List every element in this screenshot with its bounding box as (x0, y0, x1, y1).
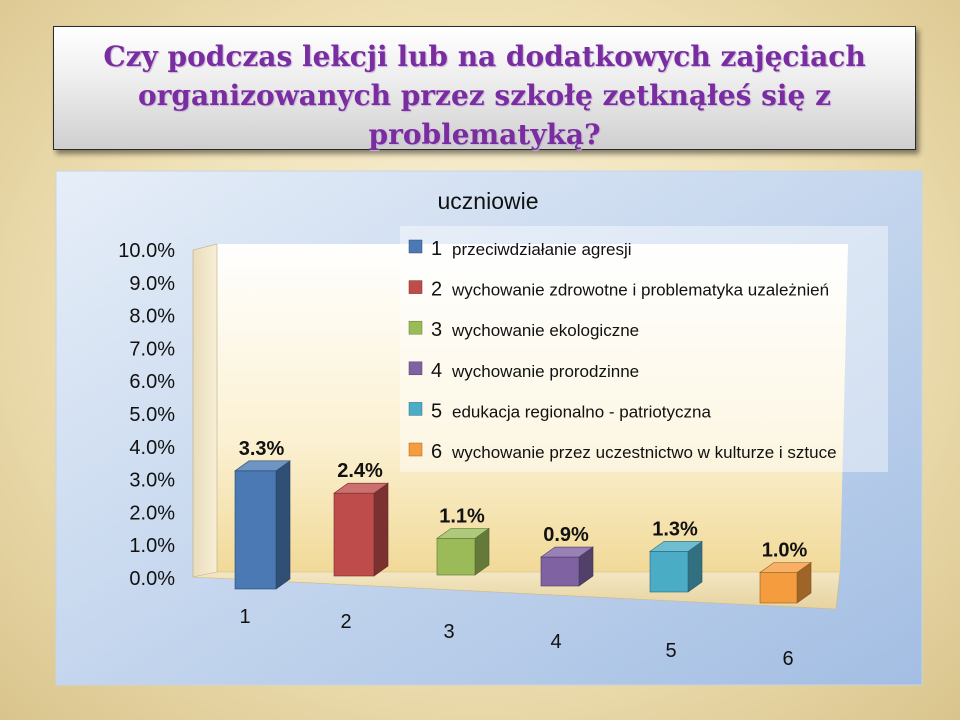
legend-swatch (408, 280, 423, 294)
bar-top (234, 460, 291, 472)
y-tick-label: 7.0% (129, 338, 175, 360)
bar-top (436, 528, 490, 539)
legend-backdrop (400, 226, 888, 472)
x-tick-label: 3 (443, 621, 454, 643)
y-tick-label: 4.0% (129, 437, 175, 459)
data-label: 1.3% (652, 518, 698, 540)
legend-key: 4 (431, 360, 442, 382)
legend-label: wychowanie ekologiczne (451, 321, 639, 340)
bar (540, 556, 580, 587)
x-tick-label: 6 (782, 648, 793, 670)
x-tick-label: 2 (340, 611, 351, 633)
legend-label: wychowanie przez uczestnictwo w kulturze… (451, 443, 837, 462)
bar-top (759, 562, 812, 573)
legend-swatch (408, 239, 423, 254)
legend-key: 3 (431, 319, 442, 341)
y-tick-label: 0.0% (129, 568, 175, 590)
bar-side (373, 482, 389, 577)
legend-swatch (408, 320, 423, 335)
y-axis: 0.0% 1.0% 2.0% 3.0% 4.0% 5.0% 6.0% 7.0% 8.0% 9.0%… (118, 240, 175, 590)
legend-label: przeciwdziałanie agresji (452, 240, 632, 259)
y-tick-label: 9.0% (129, 273, 175, 295)
data-label: 3.3% (239, 438, 285, 460)
bar (234, 470, 277, 590)
chart-title: uczniowie (438, 188, 539, 214)
y-tick-label: 10.0% (118, 240, 175, 262)
legend-key: 1 (431, 238, 442, 260)
legend-key: 5 (431, 400, 442, 422)
bar (333, 492, 375, 577)
legend-label: wychowanie zdrowotne i problematyka uzal… (451, 281, 829, 300)
y-tick-label: 6.0% (129, 371, 175, 393)
x-axis: 1 2 3 4 5 6 (239, 606, 793, 670)
data-label: 1.1% (439, 505, 485, 527)
legend-swatch (408, 361, 423, 376)
y-tick-label: 3.0% (129, 470, 175, 492)
bar (649, 551, 689, 593)
bar-side (275, 460, 291, 590)
bar-top (649, 541, 703, 552)
y-tick-label: 5.0% (129, 404, 175, 426)
bar (436, 538, 476, 576)
side-wall (192, 243, 218, 578)
bar-top (333, 482, 389, 494)
bar (759, 572, 798, 604)
x-tick-label: 5 (665, 640, 676, 662)
legend-label: edukacja regionalno - patriotyczna (452, 402, 711, 421)
bars: 3.3% 2.4% 1.1% 0.9% 1.3% 1.0% (234, 438, 812, 604)
legend-swatch (408, 442, 423, 457)
data-label: 0.9% (543, 524, 589, 546)
legend-key: 2 (431, 279, 442, 301)
y-tick-label: 2.0% (129, 502, 175, 524)
x-tick-label: 4 (550, 631, 561, 653)
slide-title: Czy podczas lekcji lub na dodatkowych za… (103, 40, 866, 151)
legend: 1 przeciwdziałanie agresji 2 wychowanie zdr… (408, 238, 837, 463)
y-tick-label: 1.0% (129, 535, 175, 557)
y-tick-label: 8.0% (129, 306, 175, 328)
x-tick-label: 1 (239, 606, 250, 628)
data-label: 1.0% (762, 540, 808, 562)
bar-top (540, 546, 594, 558)
data-label: 2.4% (337, 460, 383, 482)
legend-key: 6 (431, 441, 442, 463)
legend-swatch (408, 402, 423, 416)
legend-label: wychowanie prorodzinne (451, 362, 639, 381)
title-box: Czy podczas lekcji lub na dodatkowych za… (53, 26, 916, 151)
